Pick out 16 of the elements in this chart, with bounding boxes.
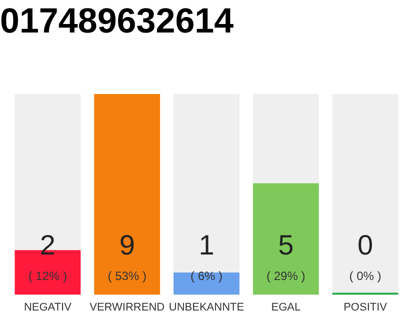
- x-tick-label: VERWIRREND: [90, 301, 165, 314]
- annotation: ( 53% ): [108, 269, 146, 284]
- x-tick-label: UNBEKANNTE: [168, 301, 244, 314]
- bar: [174, 272, 240, 295]
- x-tick-label: POSITIV: [344, 301, 388, 314]
- data-label: 0: [358, 230, 374, 261]
- data-label: 9: [119, 230, 135, 261]
- annotation: ( 6% ): [190, 269, 223, 284]
- data-label: 1: [198, 230, 214, 261]
- data-label: 5: [278, 230, 294, 261]
- x-tick-label: NEGATIV: [24, 301, 72, 314]
- x-tick-label: EGAL: [271, 301, 301, 314]
- annotation: ( 12% ): [28, 269, 68, 284]
- annotation: ( 0% ): [349, 269, 382, 284]
- chart-title: 017489632614: [0, 2, 234, 41]
- annotation: ( 29% ): [266, 269, 306, 284]
